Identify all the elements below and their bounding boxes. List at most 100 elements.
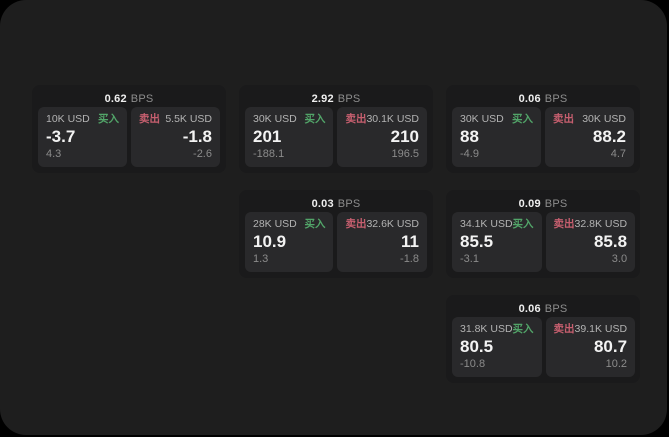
spread-unit-label: BPS xyxy=(544,302,568,315)
spread-header: 0.06 BPS xyxy=(452,300,634,317)
quote-body: 31.8K USD 买入 80.5 -10.8 卖出 39.1K USD 80.… xyxy=(452,317,636,377)
spread-unit-label: BPS xyxy=(337,92,361,105)
buy-amount: 30K USD xyxy=(460,113,504,125)
spread-value: 0.06 xyxy=(518,92,541,105)
buy-delta: -10.8 xyxy=(460,358,486,370)
spread-unit-label: BPS xyxy=(544,197,568,210)
spread-value: 0.03 xyxy=(311,197,334,210)
sell-tile-top: 卖出 30K USD xyxy=(553,113,626,126)
sell-tile-top: 卖出 5.5K USD xyxy=(139,113,212,126)
sell-amount: 32.6K USD xyxy=(366,218,419,230)
sell-price: -1.8 xyxy=(182,127,212,146)
spread-value: 0.09 xyxy=(518,197,541,210)
buy-tile-top: 30K USD 买入 xyxy=(460,113,533,126)
sell-tile-top: 卖出 39.1K USD xyxy=(554,323,628,336)
spread-value: 0.62 xyxy=(104,92,127,105)
buy-tile[interactable]: 30K USD 买入 88 -4.9 xyxy=(452,107,541,167)
quote-card: 0.62 BPS 10K USD 买入 -3.7 4.3 卖出 5.5K USD… xyxy=(32,85,226,173)
sell-label: 卖出 xyxy=(139,113,160,125)
buy-amount: 10K USD xyxy=(46,113,90,125)
sell-amount: 39.1K USD xyxy=(574,323,628,335)
sell-tile-top: 卖出 32.8K USD xyxy=(554,218,628,231)
buy-amount: 31.8K USD xyxy=(460,323,513,335)
buy-price: -3.7 xyxy=(46,127,76,146)
sell-delta: 3.0 xyxy=(611,253,628,265)
buy-amount: 28K USD xyxy=(253,218,297,230)
sell-tile-top: 卖出 30.1K USD xyxy=(345,113,419,126)
buy-delta: -4.9 xyxy=(460,148,479,160)
buy-tile[interactable]: 30K USD 买入 201 -188.1 xyxy=(245,107,334,167)
sell-price: 88.2 xyxy=(592,127,626,146)
quote-body: 28K USD 买入 10.9 1.3 卖出 32.6K USD 11 -1.8 xyxy=(245,212,427,272)
spread-header: 0.06 BPS xyxy=(452,90,634,107)
buy-tile-top: 28K USD 买入 xyxy=(253,218,325,231)
buy-tile[interactable]: 10K USD 买入 -3.7 4.3 xyxy=(38,107,127,167)
sell-label: 卖出 xyxy=(345,218,367,230)
sell-tile[interactable]: 卖出 30K USD 88.2 4.7 xyxy=(545,107,634,167)
spread-header: 0.03 BPS xyxy=(245,195,427,212)
buy-amount: 30K USD xyxy=(253,113,297,125)
spread-unit-label: BPS xyxy=(130,92,154,105)
buy-label: 买入 xyxy=(512,218,534,230)
buy-delta: 1.3 xyxy=(253,253,269,265)
quote-body: 10K USD 买入 -3.7 4.3 卖出 5.5K USD -1.8 -2.… xyxy=(38,107,220,167)
buy-price: 88 xyxy=(460,127,479,146)
buy-tile[interactable]: 28K USD 买入 10.9 1.3 xyxy=(245,212,334,272)
quote-body: 30K USD 买入 201 -188.1 卖出 30.1K USD 210 1… xyxy=(245,107,427,167)
buy-amount: 34.1K USD xyxy=(460,218,513,230)
sell-delta: 196.5 xyxy=(391,148,419,160)
buy-delta: -3.1 xyxy=(460,253,479,265)
sell-amount: 32.8K USD xyxy=(574,218,628,230)
sell-label: 卖出 xyxy=(553,323,575,335)
sell-tile[interactable]: 卖出 32.8K USD 85.8 3.0 xyxy=(545,212,636,272)
spread-value: 2.92 xyxy=(311,92,334,105)
sell-tile[interactable]: 卖出 39.1K USD 80.7 10.2 xyxy=(545,317,636,377)
buy-tile-top: 30K USD 买入 xyxy=(253,113,325,126)
sell-price: 210 xyxy=(390,127,419,146)
buy-label: 买入 xyxy=(304,113,326,125)
sell-delta: -2.6 xyxy=(193,148,212,160)
spread-unit-label: BPS xyxy=(337,197,361,210)
sell-label: 卖出 xyxy=(553,218,575,230)
buy-tile-top: 31.8K USD 买入 xyxy=(460,323,534,336)
sell-tile-top: 卖出 32.6K USD xyxy=(345,218,419,231)
sell-label: 卖出 xyxy=(553,113,574,125)
buy-tile-top: 34.1K USD 买入 xyxy=(460,218,534,231)
sell-tile[interactable]: 卖出 5.5K USD -1.8 -2.6 xyxy=(131,107,220,167)
spread-header: 0.09 BPS xyxy=(452,195,634,212)
spread-value: 0.06 xyxy=(518,302,541,315)
sell-amount: 30K USD xyxy=(582,113,626,125)
quote-card: 2.92 BPS 30K USD 买入 201 -188.1 卖出 30.1K … xyxy=(239,85,433,173)
buy-tile-top: 10K USD 买入 xyxy=(46,113,119,126)
sell-delta: 10.2 xyxy=(605,358,628,370)
buy-tile[interactable]: 31.8K USD 买入 80.5 -10.8 xyxy=(452,317,542,377)
buy-label: 买入 xyxy=(304,218,326,230)
sell-tile[interactable]: 卖出 30.1K USD 210 196.5 xyxy=(337,107,427,167)
sell-price: 11 xyxy=(401,232,419,251)
sell-label: 卖出 xyxy=(345,113,367,125)
sell-tile[interactable]: 卖出 32.6K USD 11 -1.8 xyxy=(337,212,427,272)
spread-header: 2.92 BPS xyxy=(245,90,427,107)
sell-amount: 30.1K USD xyxy=(366,113,419,125)
spread-unit-label: BPS xyxy=(544,92,568,105)
quote-card: 0.06 BPS 31.8K USD 买入 80.5 -10.8 卖出 39.1… xyxy=(446,295,640,383)
quote-body: 34.1K USD 买入 85.5 -3.1 卖出 32.8K USD 85.8… xyxy=(452,212,636,272)
buy-label: 买入 xyxy=(98,113,119,125)
buy-delta: -188.1 xyxy=(253,148,285,160)
sell-price: 85.8 xyxy=(593,232,628,251)
buy-price: 10.9 xyxy=(253,232,287,251)
buy-tile[interactable]: 34.1K USD 买入 85.5 -3.1 xyxy=(452,212,542,272)
sell-amount: 5.5K USD xyxy=(165,113,212,125)
cards-grid: 0.62 BPS 10K USD 买入 -3.7 4.3 卖出 5.5K USD… xyxy=(32,85,640,383)
quote-body: 30K USD 买入 88 -4.9 卖出 30K USD 88.2 4.7 xyxy=(452,107,634,167)
buy-price: 201 xyxy=(253,127,282,146)
sell-price: 80.7 xyxy=(593,337,628,356)
sell-delta: 4.7 xyxy=(610,148,626,160)
sell-delta: -1.8 xyxy=(400,253,419,265)
quote-card: 0.06 BPS 30K USD 买入 88 -4.9 卖出 30K USD 8… xyxy=(446,85,640,173)
buy-label: 买入 xyxy=(512,323,534,335)
buy-price: 80.5 xyxy=(460,337,494,356)
buy-price: 85.5 xyxy=(460,232,494,251)
spread-header: 0.62 BPS xyxy=(38,90,220,107)
